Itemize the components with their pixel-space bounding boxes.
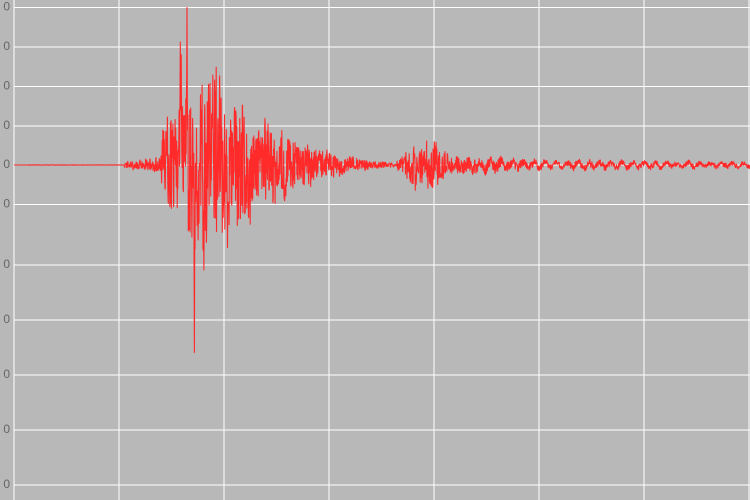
chart-background xyxy=(0,0,750,500)
ytick-label: 0 xyxy=(3,257,10,271)
ytick-label: 0 xyxy=(3,0,10,14)
ytick-label: 0 xyxy=(3,312,10,326)
chart-svg: 0 0 0 0 0 0 0 0 0 0 0 xyxy=(0,0,750,500)
ytick-label: 0 xyxy=(3,118,10,132)
ytick-label: 0 xyxy=(3,477,10,491)
ytick-label: 0 xyxy=(3,79,10,93)
ytick-label: 0 xyxy=(3,157,10,171)
seismogram-chart: 0 0 0 0 0 0 0 0 0 0 0 xyxy=(0,0,750,500)
ytick-label: 0 xyxy=(3,197,10,211)
ytick-label: 0 xyxy=(3,367,10,381)
ytick-label: 0 xyxy=(3,422,10,436)
ytick-label: 0 xyxy=(3,39,10,53)
